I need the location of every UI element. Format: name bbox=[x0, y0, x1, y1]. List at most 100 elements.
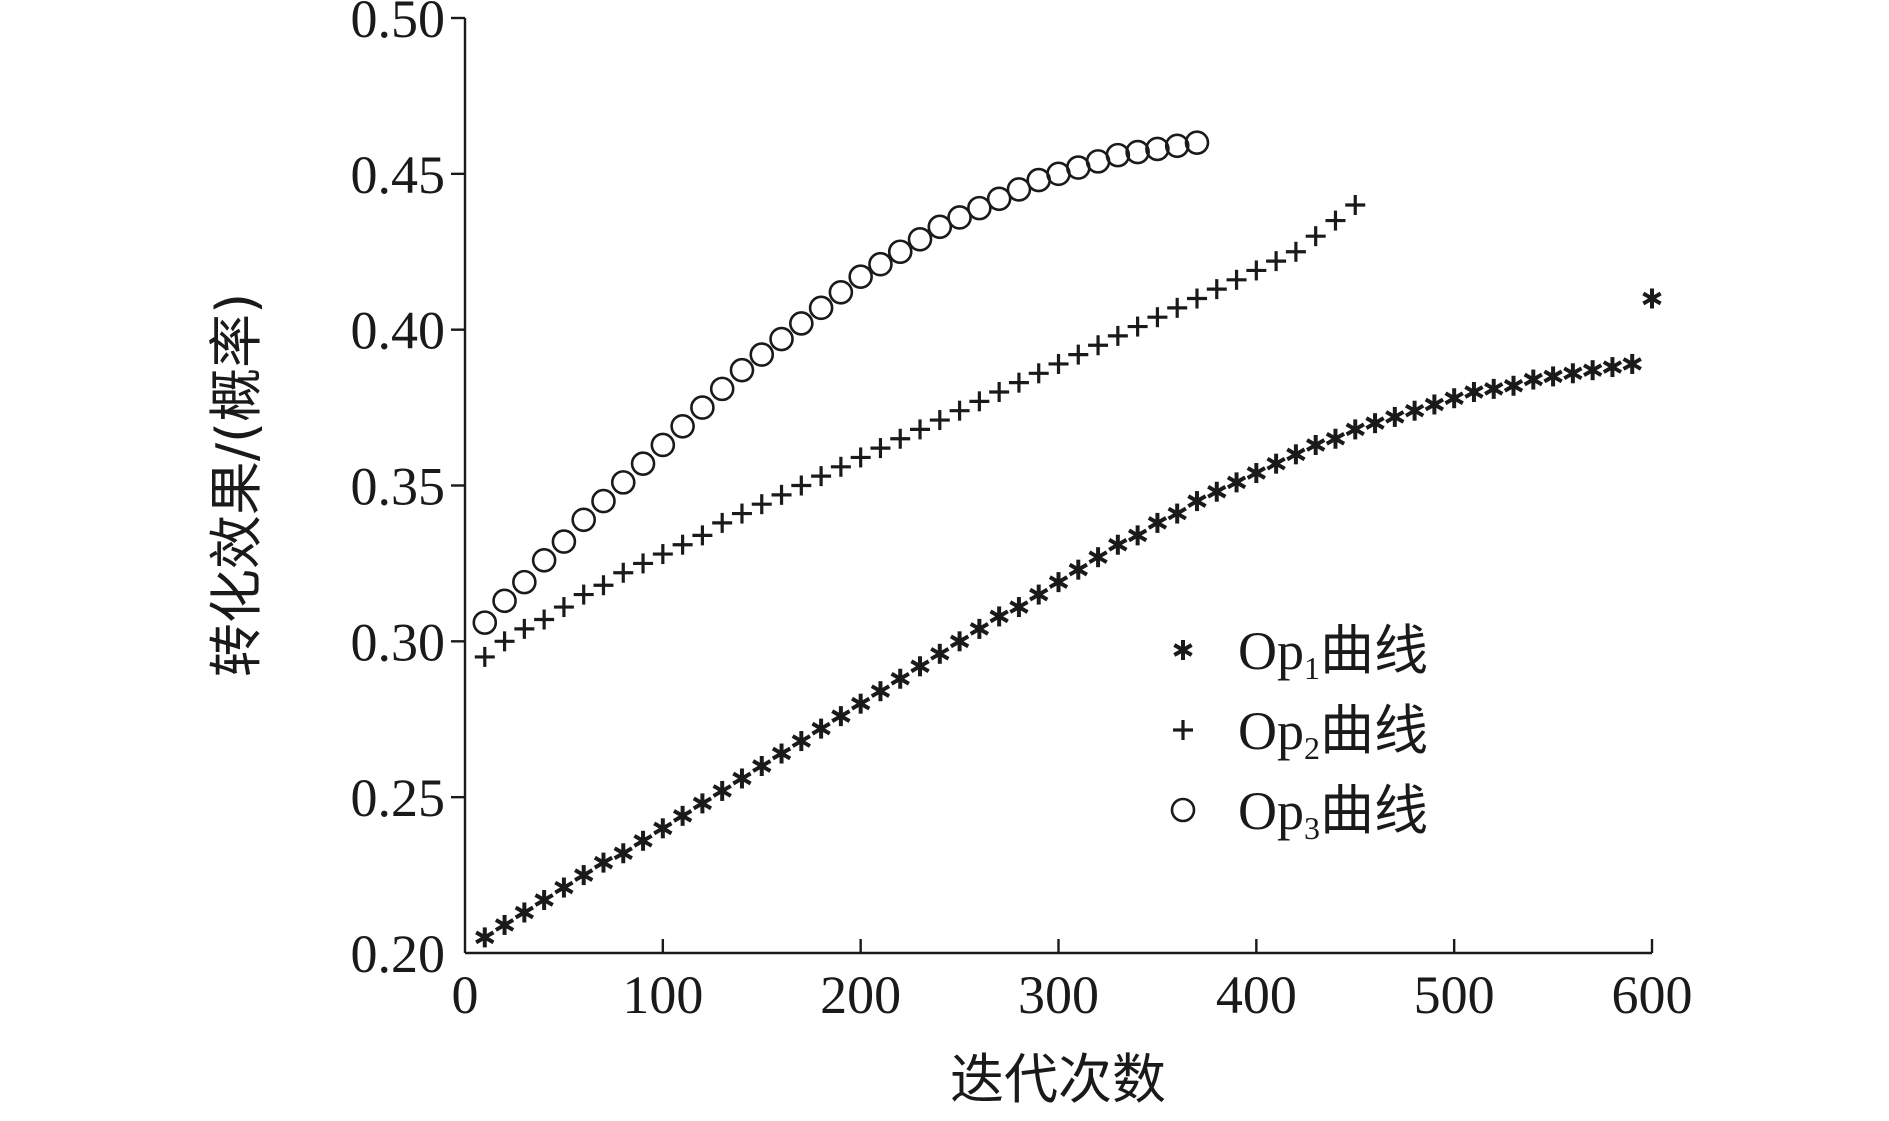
marker-shape bbox=[1145, 136, 1170, 162]
marker-shape bbox=[868, 251, 893, 277]
marker-shape bbox=[1173, 643, 1193, 657]
marker-shape bbox=[1184, 130, 1210, 155]
marker-shape bbox=[1385, 410, 1405, 424]
data-point bbox=[1147, 307, 1168, 328]
marker-shape bbox=[1345, 422, 1365, 437]
data-point bbox=[573, 584, 594, 605]
marker-shape bbox=[1009, 600, 1029, 614]
data-point bbox=[494, 631, 515, 652]
marker-shape bbox=[851, 696, 871, 711]
legend: Op1曲线 Op2曲线 Op3曲线 bbox=[1170, 619, 1428, 846]
marker-shape bbox=[1068, 562, 1088, 577]
data-point bbox=[553, 597, 574, 618]
data-point bbox=[986, 186, 1012, 212]
series-3 bbox=[472, 130, 1210, 635]
legend-marker bbox=[1170, 797, 1196, 823]
marker-shape bbox=[870, 684, 891, 698]
data-point bbox=[811, 718, 831, 739]
data-point bbox=[1246, 260, 1267, 281]
data-point bbox=[949, 400, 970, 421]
data-point bbox=[1009, 597, 1029, 618]
marker-shape bbox=[472, 610, 498, 635]
marker-shape bbox=[1105, 142, 1131, 168]
data-point bbox=[1048, 353, 1069, 374]
data-point bbox=[1385, 406, 1405, 427]
marker-shape bbox=[969, 622, 990, 636]
data-point bbox=[910, 419, 931, 440]
data-point bbox=[571, 507, 597, 533]
marker-shape bbox=[593, 855, 614, 870]
data-point bbox=[1167, 297, 1188, 318]
data-point bbox=[1642, 288, 1662, 309]
marker-shape bbox=[1306, 438, 1326, 452]
data-point bbox=[591, 488, 616, 514]
data-point bbox=[551, 529, 577, 554]
marker-shape bbox=[630, 451, 656, 476]
data-point bbox=[1226, 472, 1247, 493]
marker-shape bbox=[554, 880, 574, 895]
data-point bbox=[613, 843, 633, 864]
marker-shape bbox=[1523, 372, 1543, 387]
data-point bbox=[749, 342, 775, 367]
data-point bbox=[732, 768, 752, 789]
marker-shape bbox=[967, 195, 992, 221]
marker-shape bbox=[591, 488, 616, 514]
marker-shape bbox=[1147, 516, 1168, 530]
marker-shape bbox=[749, 342, 775, 367]
data-point bbox=[1523, 369, 1543, 390]
data-point bbox=[1206, 279, 1227, 300]
marker-shape bbox=[986, 186, 1012, 212]
data-point bbox=[887, 239, 913, 265]
data-point bbox=[690, 395, 715, 420]
data-point bbox=[769, 326, 794, 352]
data-point bbox=[492, 588, 517, 614]
data-point bbox=[1484, 378, 1504, 399]
marker-shape bbox=[1006, 177, 1032, 202]
marker-shape bbox=[512, 569, 537, 595]
marker-shape bbox=[690, 395, 715, 420]
data-point bbox=[670, 413, 695, 439]
data-point bbox=[610, 470, 636, 495]
data-point bbox=[712, 512, 733, 533]
marker-shape bbox=[752, 759, 772, 773]
legend-marker bbox=[1173, 720, 1193, 740]
marker-shape bbox=[1164, 133, 1190, 159]
data-point bbox=[1266, 251, 1287, 272]
data-point bbox=[1226, 269, 1247, 290]
data-point bbox=[791, 731, 811, 752]
marker-shape bbox=[769, 326, 794, 352]
data-point bbox=[1286, 444, 1306, 465]
x-tick-label: 600 bbox=[1612, 965, 1693, 1025]
data-markers bbox=[472, 130, 1662, 948]
marker-shape bbox=[930, 647, 950, 661]
data-point bbox=[1164, 133, 1190, 159]
data-point bbox=[709, 376, 735, 402]
data-point bbox=[949, 631, 970, 652]
data-point bbox=[1088, 547, 1108, 568]
data-point bbox=[712, 780, 732, 801]
data-point bbox=[653, 818, 673, 839]
marker-shape bbox=[571, 507, 597, 533]
marker-shape bbox=[1424, 397, 1445, 412]
data-point bbox=[1127, 525, 1148, 546]
marker-shape bbox=[947, 205, 972, 230]
legend-item: Op3曲线 bbox=[1170, 779, 1428, 846]
data-point bbox=[630, 451, 656, 476]
data-point bbox=[870, 681, 891, 702]
data-point bbox=[1127, 316, 1148, 337]
data-point bbox=[475, 927, 495, 948]
marker-shape bbox=[989, 609, 1009, 624]
marker-shape bbox=[1207, 485, 1227, 499]
data-point bbox=[1186, 288, 1207, 309]
marker-shape bbox=[653, 821, 673, 836]
marker-shape bbox=[531, 547, 557, 573]
legend-item: Op2曲线 bbox=[1173, 699, 1428, 766]
legend-label: Op2曲线 bbox=[1238, 699, 1428, 766]
marker-shape bbox=[670, 413, 695, 439]
data-point bbox=[1187, 491, 1207, 512]
x-tick-label: 300 bbox=[1018, 965, 1099, 1025]
data-point bbox=[989, 382, 1010, 402]
marker-shape bbox=[1125, 139, 1150, 165]
data-point bbox=[791, 475, 812, 496]
marker-shape bbox=[1642, 291, 1662, 306]
